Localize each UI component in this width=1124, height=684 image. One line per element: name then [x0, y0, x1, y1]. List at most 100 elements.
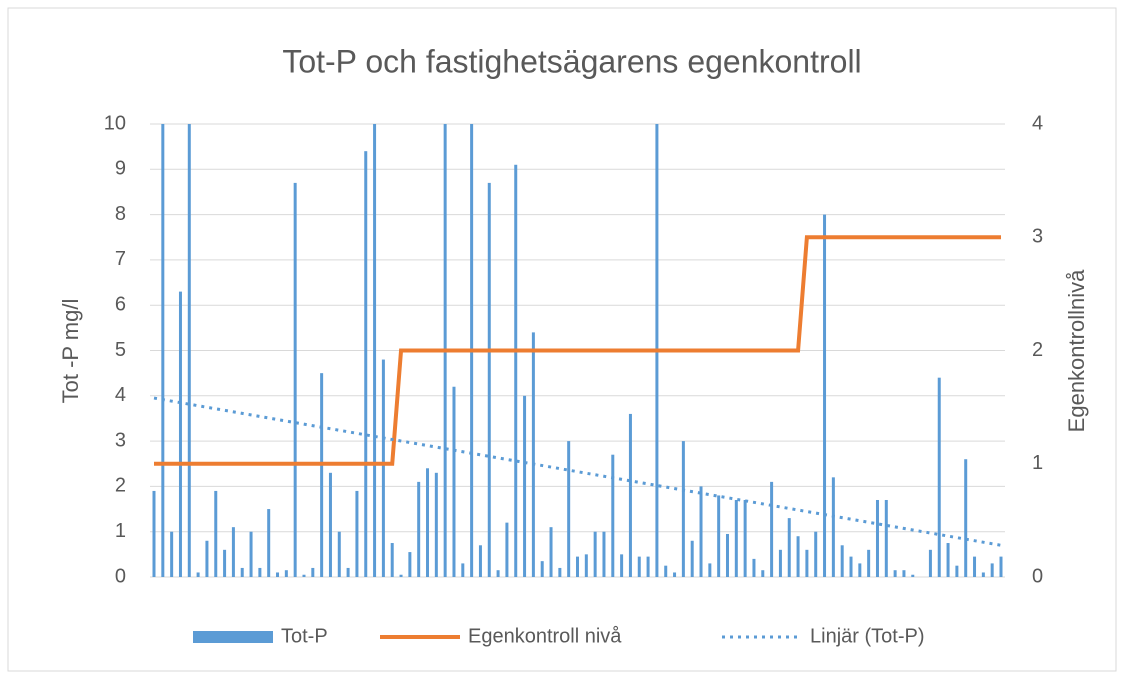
bar [584, 554, 588, 577]
bar [249, 531, 253, 577]
y-tick-label: 1 [115, 520, 126, 542]
bar [981, 572, 985, 577]
bar [302, 574, 306, 577]
bar [487, 182, 491, 577]
bar [964, 459, 968, 577]
bar [567, 441, 571, 577]
bar [778, 549, 782, 577]
bar [152, 490, 156, 577]
bar [223, 549, 227, 577]
y-tick-label: 10 [104, 112, 126, 134]
bar [770, 481, 774, 577]
bar [258, 567, 262, 577]
bar [973, 556, 977, 577]
bar [902, 570, 906, 577]
bar [664, 565, 668, 577]
bar [717, 495, 721, 577]
y-tick-label: 8 [115, 203, 126, 225]
bar [276, 572, 280, 577]
bar [690, 540, 694, 577]
bar [884, 499, 888, 577]
bar [893, 570, 897, 577]
bar [955, 565, 959, 577]
bar [858, 563, 862, 577]
bar [461, 563, 465, 577]
bar [611, 454, 615, 577]
bar [337, 531, 341, 577]
y2-tick-label: 3 [1032, 226, 1043, 248]
bar [699, 486, 703, 577]
y-tick-label: 9 [115, 158, 126, 180]
y-tick-label: 0 [115, 565, 126, 587]
bar [355, 490, 359, 577]
y-tick-label: 4 [115, 384, 126, 406]
y2-tick-label: 1 [1032, 452, 1043, 474]
bar [381, 359, 385, 577]
bar [646, 556, 650, 577]
bar [196, 572, 200, 577]
bar [452, 386, 456, 577]
legend-label: Linjär (Tot-P) [810, 625, 924, 647]
bar [637, 556, 641, 577]
y-tick-label: 3 [115, 429, 126, 451]
bar [814, 531, 818, 577]
bar [761, 570, 765, 577]
bar [823, 214, 827, 577]
bar [231, 527, 235, 577]
bar [417, 481, 421, 577]
y2-tick-label: 0 [1032, 565, 1043, 587]
chart-title: Tot-P och fastighetsägarens egenkontroll [282, 43, 861, 79]
bar [478, 545, 482, 577]
bar [805, 549, 809, 577]
bar [708, 563, 712, 577]
bar [346, 567, 350, 577]
bar [523, 395, 527, 577]
bar [875, 499, 879, 577]
bar [558, 567, 562, 577]
bar [928, 549, 932, 577]
bar [620, 554, 624, 577]
bar [911, 574, 915, 577]
bar [399, 574, 403, 577]
bar [849, 556, 853, 577]
bar [946, 543, 950, 577]
bar [240, 567, 244, 577]
bar [205, 540, 209, 577]
bar [734, 499, 738, 577]
bar [681, 441, 685, 577]
bar [426, 468, 430, 577]
y2-tick-label: 2 [1032, 339, 1043, 361]
bar [364, 151, 368, 577]
legend-label: Egenkontroll nivå [468, 625, 622, 647]
bar [284, 570, 288, 577]
bar [496, 570, 500, 577]
bar [999, 556, 1003, 577]
bar [787, 518, 791, 577]
bar [867, 549, 871, 577]
bar [320, 373, 324, 577]
bar [673, 572, 677, 577]
chart-border [7, 7, 1117, 672]
bar [831, 477, 835, 577]
line [154, 235, 1001, 466]
bar [531, 332, 535, 577]
bar [743, 499, 747, 577]
bar [267, 509, 271, 577]
bar [593, 531, 597, 577]
y-tick-label: 2 [115, 475, 126, 497]
bar [293, 182, 297, 577]
bar [311, 567, 315, 577]
bar [990, 563, 994, 577]
y2-tick-label: 4 [1032, 112, 1043, 134]
bar [549, 527, 553, 577]
bar [170, 531, 174, 577]
y-axis-label: Tot -P mg/l [58, 299, 83, 404]
bar [161, 124, 165, 577]
bar [840, 545, 844, 577]
y-tick-label: 7 [115, 248, 126, 270]
bar [505, 522, 509, 577]
bar [602, 531, 606, 577]
legend-swatch [193, 631, 273, 643]
plot [152, 124, 1003, 577]
bar [373, 124, 377, 577]
